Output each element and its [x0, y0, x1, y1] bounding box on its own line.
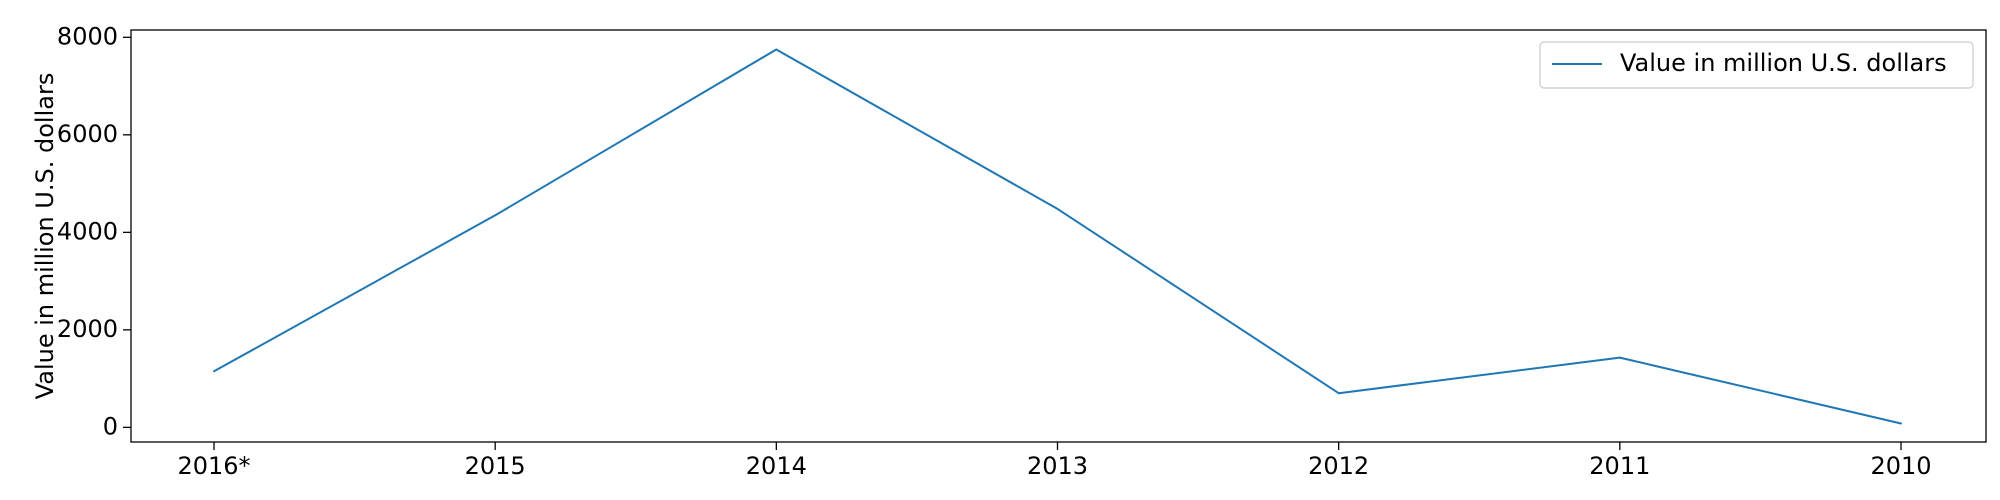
data-point: [1900, 422, 1902, 425]
data-point: [775, 48, 778, 51]
x-axis-ticks: 2016* 2015 2014 2013 2012 2011 2010: [177, 442, 1932, 480]
x-tick-label: 2010: [1870, 452, 1931, 480]
x-tick-label: 2016*: [177, 452, 250, 480]
x-tick-label: 2012: [1308, 452, 1369, 480]
data-point: [1056, 207, 1059, 210]
y-tick-label: 4000: [57, 217, 118, 245]
data-point: [213, 370, 215, 373]
x-tick-label: 2015: [465, 452, 526, 480]
legend: Value in million U.S. dollars: [1539, 41, 1974, 89]
y-axis-ticks: 0 2000 4000 6000 8000: [57, 22, 131, 440]
data-point: [1618, 356, 1621, 359]
data-point: [494, 214, 497, 217]
x-tick-label: 2011: [1589, 452, 1650, 480]
y-axis-label: Value in million U.S. dollars: [31, 73, 59, 400]
x-tick-label: 2014: [746, 452, 807, 480]
y-tick-label: 2000: [57, 315, 118, 343]
data-point: [1337, 392, 1340, 395]
series-layer: [213, 48, 1902, 425]
y-tick-label: 6000: [57, 120, 118, 148]
y-tick-label: 8000: [57, 22, 118, 50]
y-tick-label: 0: [103, 412, 118, 440]
plot-area: [130, 29, 1987, 443]
x-tick-label: 2013: [1027, 452, 1088, 480]
legend-box: [1539, 41, 1974, 89]
legend-label: Value in million U.S. dollars: [1620, 49, 1947, 77]
